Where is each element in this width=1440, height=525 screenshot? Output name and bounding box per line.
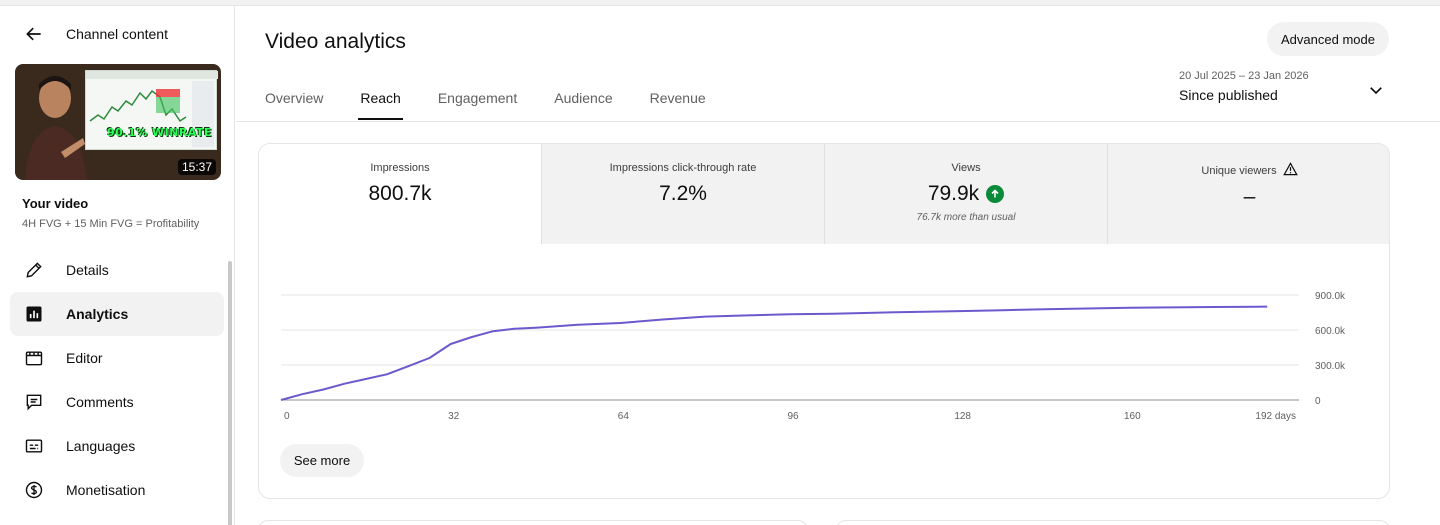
sidebar-item-monetisation[interactable]: Monetisation	[10, 468, 224, 512]
sidebar-item-details[interactable]: Details	[10, 248, 224, 292]
metric-value: 7.2%	[659, 182, 707, 205]
x-tick-label: 64	[618, 411, 630, 422]
x-tick-label: 32	[448, 411, 460, 422]
chevron-down-icon[interactable]	[1364, 78, 1388, 102]
sidebar-item-languages[interactable]: Languages	[10, 424, 224, 468]
sidebar-item-editor[interactable]: Editor	[10, 336, 224, 380]
sidebar-nav: Details Analytics Editor Comments Langua…	[10, 248, 224, 512]
y-tick-label: 600.0k	[1315, 326, 1346, 337]
reach-card: Impressions 800.7k Impressions click-thr…	[258, 143, 1390, 499]
metric-impressions[interactable]: Impressions 800.7k	[259, 144, 542, 244]
y-tick-label: 0	[1315, 396, 1321, 407]
sidebar-item-label: Comments	[66, 394, 134, 410]
x-tick-label: 128	[954, 411, 971, 422]
clapperboard-icon	[22, 346, 46, 370]
dollar-icon	[22, 478, 46, 502]
subtitles-icon	[22, 434, 46, 458]
y-tick-label: 300.0k	[1315, 361, 1346, 372]
page-title: Video analytics	[265, 30, 406, 53]
sidebar-item-label: Languages	[66, 438, 136, 454]
sidebar-item-analytics[interactable]: Analytics	[10, 292, 224, 336]
metric-unique-viewers[interactable]: Unique viewers –	[1108, 144, 1389, 244]
bottom-card-right	[836, 520, 1390, 525]
analytics-icon	[22, 302, 46, 326]
x-tick-label: 192 days	[1255, 411, 1296, 422]
video-duration-badge: 15:37	[177, 159, 216, 175]
tabs-divider	[236, 121, 1440, 122]
metric-label: Views	[951, 162, 981, 174]
sidebar-scrollbar[interactable]	[228, 261, 232, 525]
presenter-image	[25, 76, 87, 180]
impressions-chart: 0 300.0k 600.0k 900.0k 0 32 64 96 128 160 192 days	[259, 262, 1389, 432]
thumbnail-chart-image	[85, 70, 218, 150]
x-tick-label: 96	[787, 411, 799, 422]
metric-label: Impressions	[370, 162, 430, 174]
tab-engagement[interactable]: Engagement	[437, 90, 518, 106]
your-video-heading: Your video	[22, 196, 89, 211]
metric-value: –	[1243, 185, 1256, 208]
top-border	[0, 0, 1440, 6]
series-line	[280, 305, 1268, 401]
video-thumbnail[interactable]: 90.1% WINRATE 15:37	[15, 64, 221, 180]
sidebar-item-label: Monetisation	[66, 482, 146, 498]
metric-note: 76.7k more than usual	[916, 212, 1016, 223]
tab-audience[interactable]: Audience	[554, 90, 613, 106]
arrow-up-icon	[986, 185, 1005, 203]
tab-reach[interactable]: Reach	[358, 82, 404, 120]
analytics-tabs: Overview Reach Engagement Audience Reven…	[265, 82, 743, 120]
tab-overview[interactable]: Overview	[265, 90, 324, 106]
sidebar-header: Channel content	[22, 22, 168, 46]
warning-icon[interactable]	[1282, 162, 1298, 179]
metric-value: 800.7k	[368, 182, 432, 205]
tab-revenue[interactable]: Revenue	[649, 90, 706, 106]
y-tick-label: 900.0k	[1315, 291, 1346, 302]
chart-svg: 0 300.0k 600.0k 900.0k 0 32 64 96 128 160 192 days	[280, 291, 1346, 422]
date-range-text[interactable]: 20 Jul 2025 – 23 Jan 2026	[1179, 70, 1309, 82]
metric-ctr[interactable]: Impressions click-through rate 7.2%	[542, 144, 825, 244]
x-tick-label: 0	[284, 411, 290, 422]
metric-tabs: Impressions 800.7k Impressions click-thr…	[259, 144, 1389, 244]
video-title: 4H FVG + 15 Min FVG = Profitability	[22, 218, 200, 230]
see-more-button[interactable]: See more	[280, 444, 364, 477]
metric-views[interactable]: Views 79.9k 76.7k more than usual	[825, 144, 1108, 244]
sidebar-item-comments[interactable]: Comments	[10, 380, 224, 424]
sidebar-title: Channel content	[66, 26, 168, 42]
sidebar: Channel content 90.1% WINRATE 15:37 Your…	[0, 6, 235, 525]
comment-icon	[22, 390, 46, 414]
bottom-card-left	[258, 520, 808, 525]
sidebar-item-label: Editor	[66, 350, 103, 366]
metric-label: Unique viewers	[1201, 164, 1277, 177]
sidebar-item-label: Analytics	[66, 306, 129, 322]
metric-value: 79.9k	[927, 182, 980, 205]
sidebar-item-label: Details	[66, 262, 109, 278]
pencil-icon	[22, 258, 46, 282]
back-arrow-icon[interactable]	[22, 22, 46, 46]
advanced-mode-button[interactable]: Advanced mode	[1267, 22, 1389, 56]
thumbnail-overlay-text: 90.1% WINRATE	[107, 126, 213, 139]
metric-label: Impressions click-through rate	[609, 162, 757, 174]
date-range-label[interactable]: Since published	[1179, 87, 1278, 103]
x-tick-label: 160	[1124, 411, 1141, 422]
